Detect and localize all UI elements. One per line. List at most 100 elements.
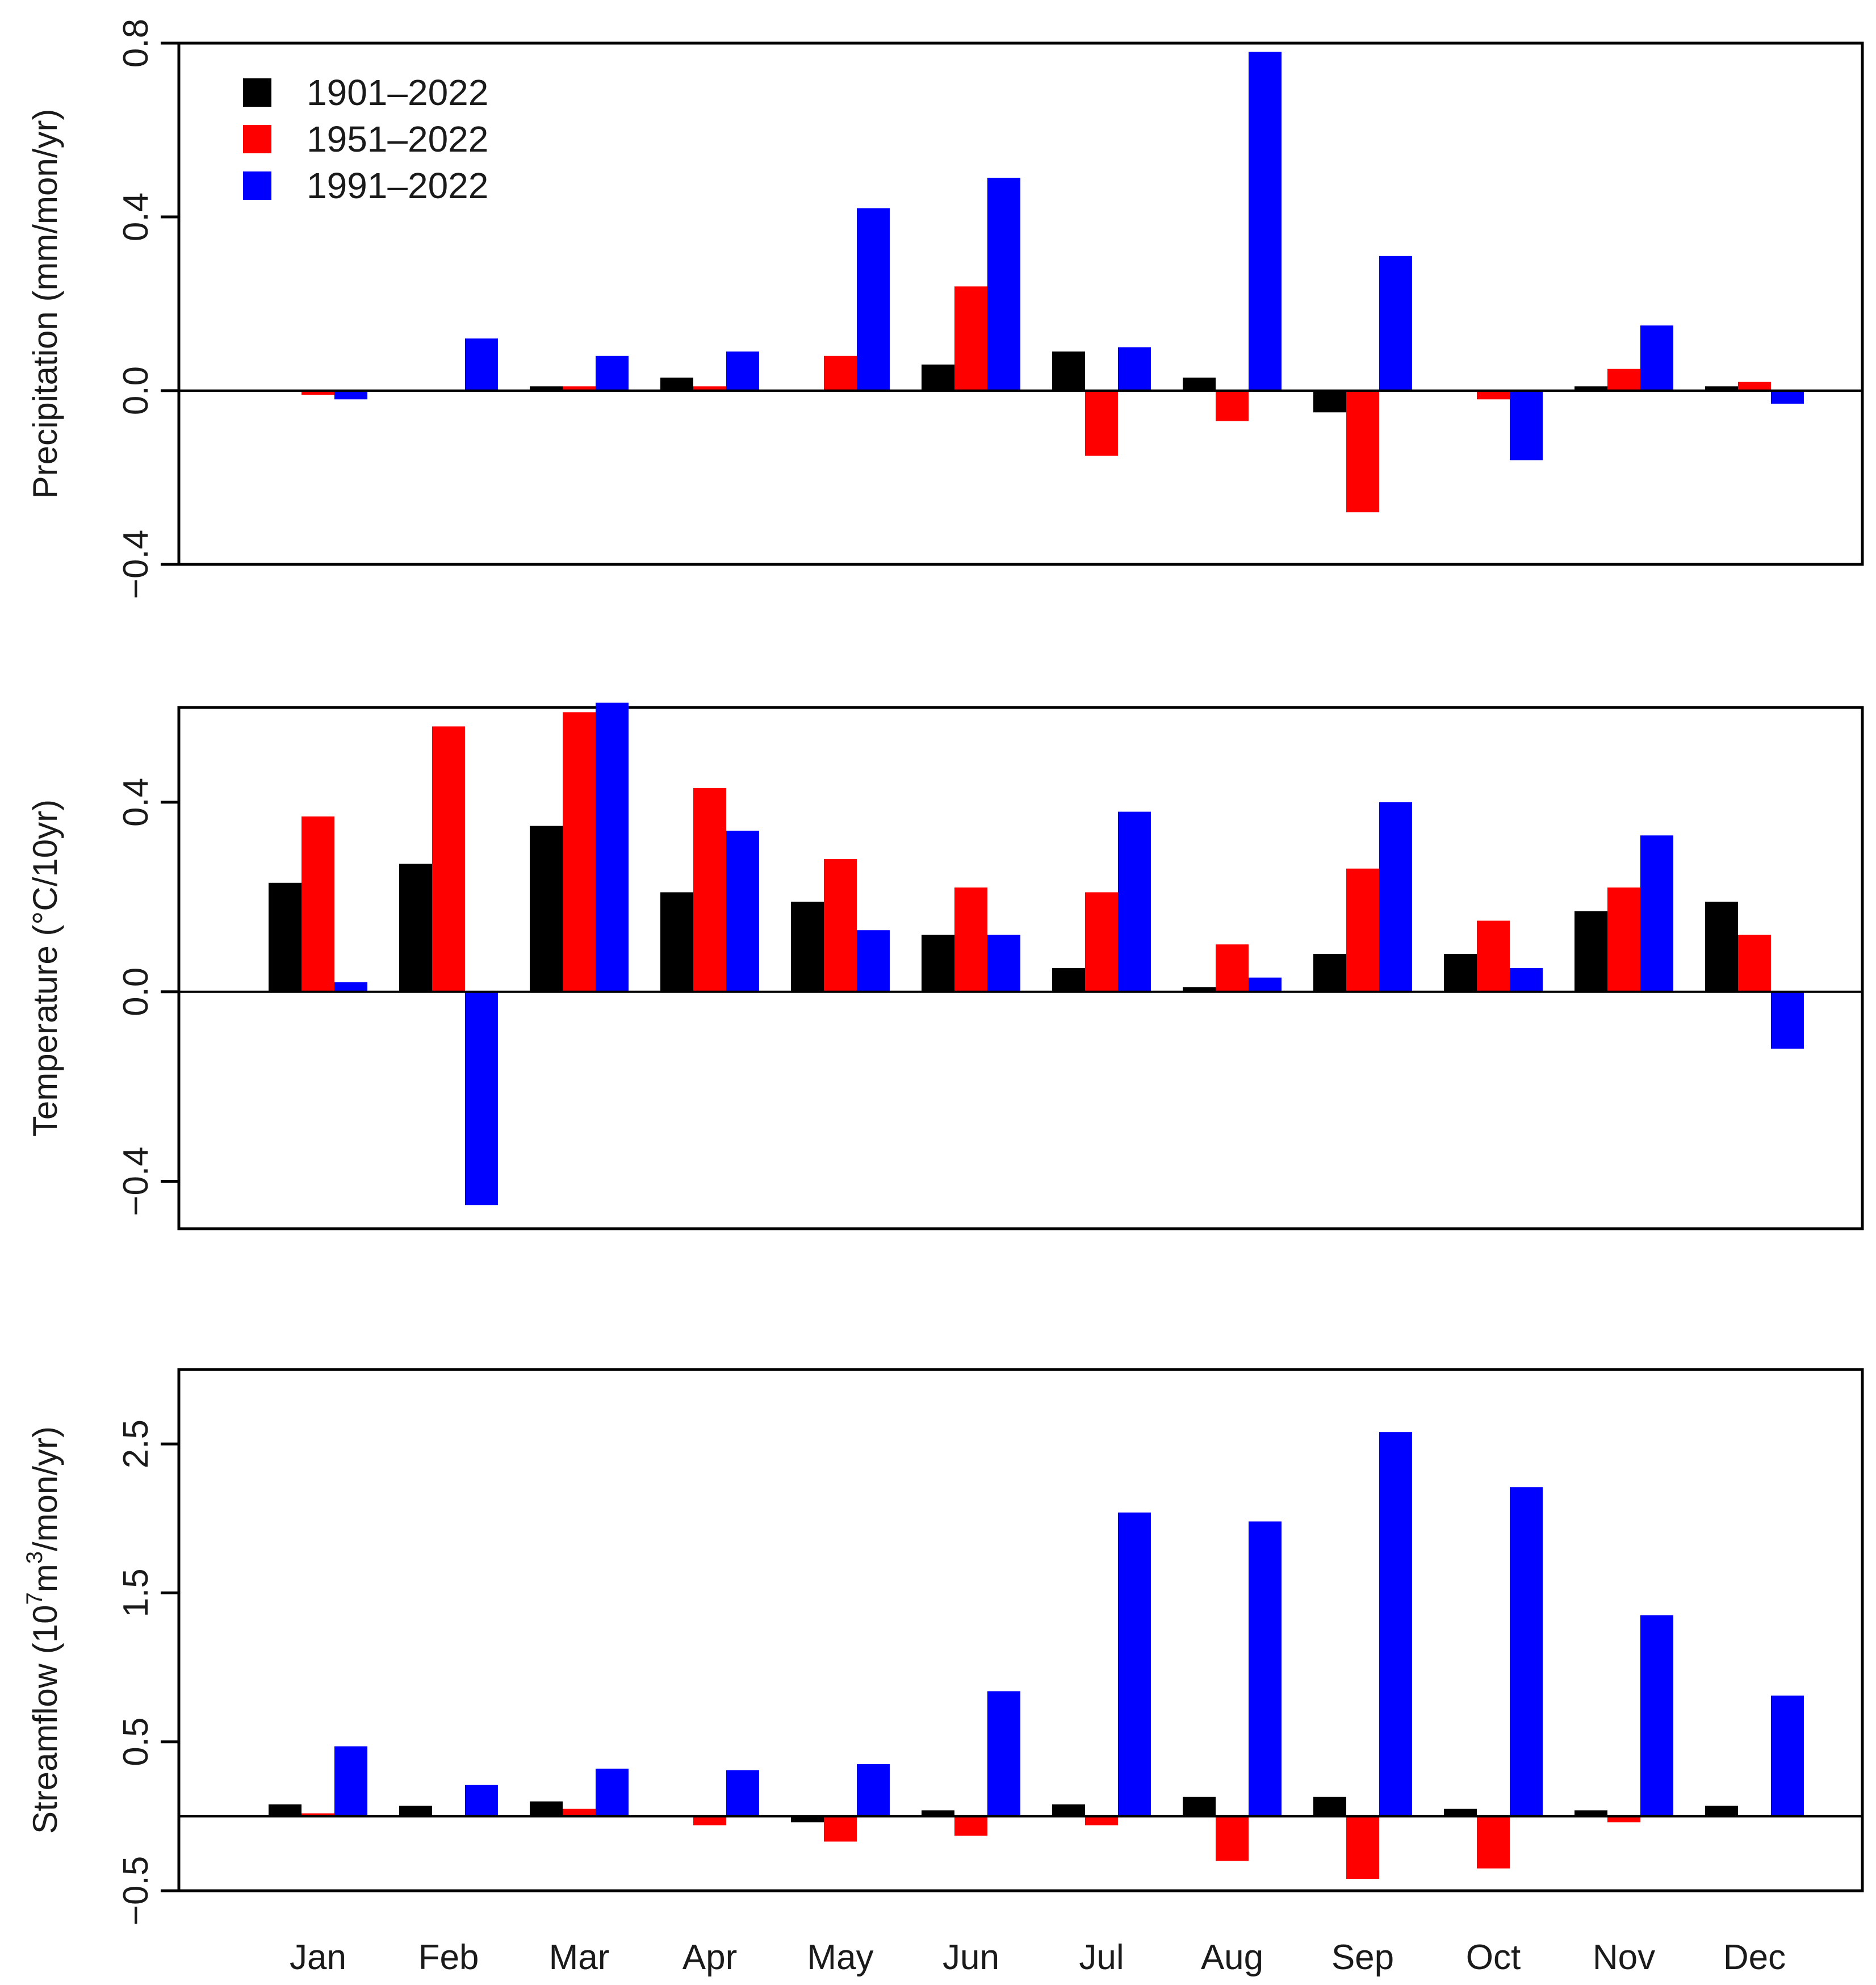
ylabel-unit: m <box>26 1564 64 1592</box>
ylabel-prefix: Streamflow (10 <box>26 1605 64 1834</box>
y-tick-label: −0.5 <box>116 1856 156 1925</box>
bar-jul-1991-2022 <box>1118 1512 1151 1816</box>
bar-jul-1901-2022 <box>1052 968 1085 992</box>
bar-sep-1901-2022 <box>1313 953 1346 992</box>
bar-apr-1991-2022 <box>726 351 759 391</box>
bar-oct-1951-2022 <box>1477 391 1510 400</box>
bar-jul-1951-2022 <box>1085 1816 1118 1825</box>
bar-aug-1951-2022 <box>1216 1816 1249 1861</box>
y-tick-label: 2.5 <box>116 1419 156 1468</box>
bar-dec-1901-2022 <box>1705 386 1738 391</box>
bar-mar-1901-2022 <box>530 1801 563 1816</box>
bar-aug-1901-2022 <box>1183 1796 1216 1816</box>
bar-jan-1951-2022 <box>302 816 334 992</box>
bar-nov-1951-2022 <box>1607 1816 1640 1823</box>
bar-oct-1991-2022 <box>1510 391 1543 460</box>
bar-may-1951-2022 <box>824 1816 857 1842</box>
month-label-jul: Jul <box>1079 1938 1124 1977</box>
bar-mar-1951-2022 <box>563 712 596 992</box>
bar-aug-1991-2022 <box>1249 52 1282 391</box>
bar-jan-1951-2022 <box>302 1813 334 1816</box>
legend: 1901–2022 1951–2022 1991–2022 <box>243 72 488 206</box>
streamflow-panel: 2.5 1.5 0.5 −0.5 Streamflow (107m3/mon/yr) <box>22 1368 1864 1925</box>
bar-nov-1901-2022 <box>1575 1810 1607 1816</box>
bar-jul-1901-2022 <box>1052 1804 1085 1816</box>
bar-aug-1991-2022 <box>1249 977 1282 992</box>
bar-oct-1951-2022 <box>1477 1816 1510 1869</box>
bar-may-1901-2022 <box>791 1816 824 1823</box>
y-tick-label: 0.8 <box>116 19 156 68</box>
bar-jan-1951-2022 <box>302 391 334 395</box>
bar-may-1991-2022 <box>857 1764 890 1816</box>
bar-oct-1951-2022 <box>1477 920 1510 992</box>
bar-mar-1991-2022 <box>596 355 629 391</box>
month-label-feb: Feb <box>418 1938 479 1977</box>
bar-jun-1901-2022 <box>922 365 954 391</box>
legend-label-1951-2022: 1951–2022 <box>307 119 488 160</box>
ylabel-suffix: /mon/yr) <box>26 1426 64 1551</box>
temperature-panel: 0.4 0.0 −0.4 Temperature (°C/10yr) <box>26 702 1864 1230</box>
bar-nov-1991-2022 <box>1640 1615 1673 1816</box>
bar-oct-1991-2022 <box>1510 1487 1543 1816</box>
legend-swatch-1901-2022 <box>243 78 271 107</box>
bar-feb-1991-2022 <box>465 1785 498 1816</box>
bar-jan-1991-2022 <box>334 391 367 400</box>
y-axis-title: Precipitation (mm/mon/yr) <box>26 109 64 499</box>
bar-apr-1951-2022 <box>693 1816 726 1825</box>
bar-sep-1991-2022 <box>1379 802 1412 992</box>
month-label-aug: Aug <box>1201 1938 1263 1977</box>
bar-sep-1951-2022 <box>1346 868 1379 992</box>
y-tick-label: 1.5 <box>116 1568 156 1617</box>
y-tick-label: −0.4 <box>116 530 156 599</box>
bar-aug-1951-2022 <box>1216 944 1249 992</box>
bar-dec-1991-2022 <box>1771 1695 1804 1816</box>
bar-mar-1951-2022 <box>563 1808 596 1816</box>
bar-may-1991-2022 <box>857 208 890 391</box>
ylabel-exponent-1: 7 <box>22 1592 47 1605</box>
legend-label-1991-2022: 1991–2022 <box>307 165 488 206</box>
bar-feb-1901-2022 <box>399 1806 432 1816</box>
bar-jan-1991-2022 <box>334 1746 367 1816</box>
month-label-nov: Nov <box>1593 1938 1655 1977</box>
bar-feb-1991-2022 <box>465 338 498 391</box>
bar-nov-1951-2022 <box>1607 368 1640 391</box>
bar-mar-1991-2022 <box>596 1768 629 1816</box>
bar-apr-1951-2022 <box>693 386 726 391</box>
y-tick-label: 0.5 <box>116 1718 156 1766</box>
y-tick-label: 0.0 <box>116 366 156 415</box>
bar-sep-1951-2022 <box>1346 391 1379 513</box>
bar-dec-1991-2022 <box>1771 391 1804 404</box>
bar-jun-1951-2022 <box>954 1816 987 1836</box>
x-axis-labels: Jan Feb Mar Apr May Jun Jul Aug Sep Oct Nov Dec <box>290 1938 1786 1977</box>
bar-jan-1901-2022 <box>269 882 302 992</box>
bar-aug-1901-2022 <box>1183 378 1216 391</box>
bar-nov-1901-2022 <box>1575 386 1607 391</box>
bar-dec-1951-2022 <box>1738 382 1771 391</box>
month-label-sep: Sep <box>1331 1938 1394 1977</box>
bar-mar-1901-2022 <box>530 826 563 992</box>
bar-jul-1991-2022 <box>1118 811 1151 992</box>
bar-apr-1951-2022 <box>693 788 726 992</box>
bar-mar-1951-2022 <box>563 386 596 391</box>
bar-jun-1991-2022 <box>987 1691 1020 1816</box>
precipitation-panel: 0.80.40.0−0.4 Precipitation (mm/mon/yr) … <box>26 19 1864 599</box>
bar-sep-1991-2022 <box>1379 1432 1412 1816</box>
month-label-dec: Dec <box>1723 1938 1786 1977</box>
y-axis: 0.8 0.4 0.0 −0.4 <box>116 19 181 599</box>
bar-mar-1991-2022 <box>596 702 629 992</box>
bar-jun-1901-2022 <box>922 1810 954 1816</box>
y-tick-label: −0.4 <box>116 1146 156 1216</box>
bar-oct-1991-2022 <box>1510 968 1543 992</box>
bar-jun-1991-2022 <box>987 178 1020 391</box>
bar-may-1901-2022 <box>791 902 824 992</box>
bar-jan-1991-2022 <box>334 982 367 992</box>
bar-dec-1901-2022 <box>1705 902 1738 992</box>
bar-apr-1991-2022 <box>726 830 759 992</box>
bar-feb-1901-2022 <box>399 864 432 992</box>
bar-jul-1991-2022 <box>1118 347 1151 391</box>
bar-mar-1901-2022 <box>530 386 563 391</box>
bar-nov-1991-2022 <box>1640 325 1673 391</box>
legend-swatch-1991-2022 <box>243 171 271 200</box>
y-tick-label: 0.0 <box>116 968 156 1016</box>
bar-nov-1901-2022 <box>1575 911 1607 992</box>
